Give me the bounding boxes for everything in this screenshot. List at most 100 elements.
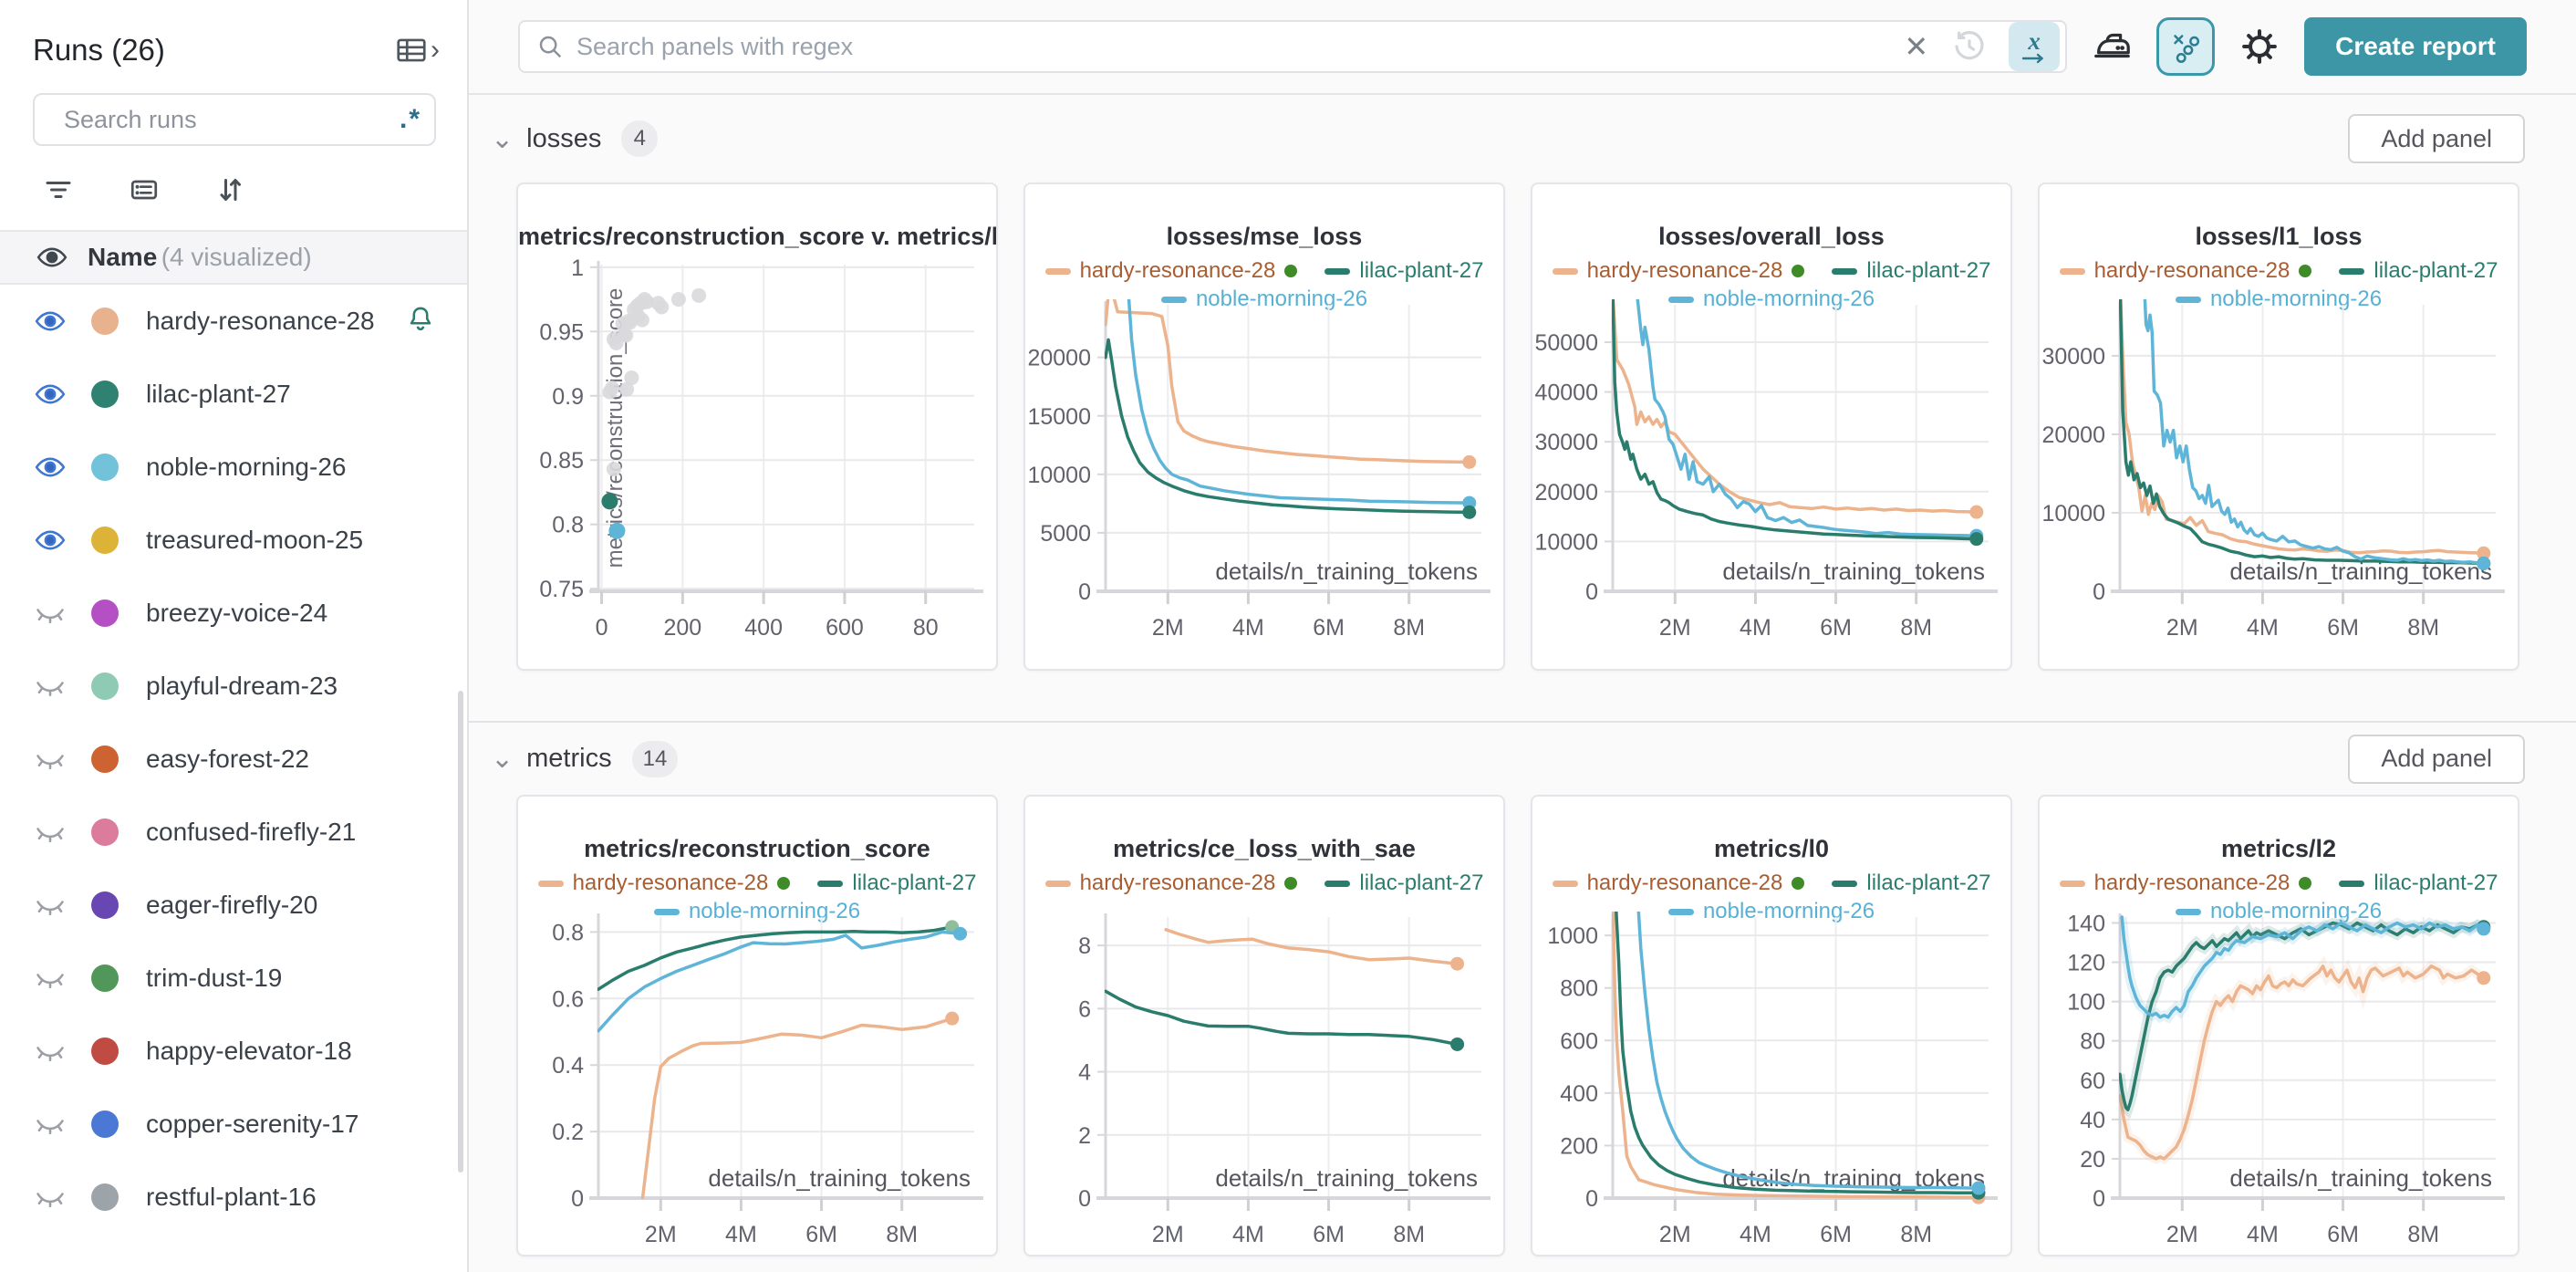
chevron-down-icon[interactable]: ⌄ [491, 123, 514, 154]
chart-plot-area[interactable]: 0 20 40 60 80 100 120 140 2M 4M 6M 8M details/n_trai… [2040, 910, 2518, 1255]
add-panel-button-losses[interactable]: Add panel [2348, 114, 2525, 163]
run-row[interactable]: happy-elevator-18 [0, 1015, 467, 1088]
sidebar-scrollbar-thumb[interactable] [458, 691, 463, 1173]
legend-run-name: hardy-resonance-28 [1586, 258, 1783, 283]
panel-title: losses/mse_loss [1166, 223, 1363, 250]
chevron-down-icon[interactable]: ⌄ [491, 744, 514, 774]
run-row[interactable]: breezy-voice-24 [0, 577, 467, 650]
eye-closed-icon[interactable] [35, 598, 66, 629]
legend-run-name: hardy-resonance-28 [1079, 871, 1276, 895]
chart-plot-area[interactable]: 0 2 4 6 8 2M 4M 6M 8M details/n_training_tokens [1025, 910, 1503, 1255]
svg-text:5000: 5000 [1040, 521, 1091, 547]
legend-run-name: hardy-resonance-28 [1586, 871, 1783, 895]
run-row[interactable]: playful-dream-23 [0, 650, 467, 723]
eye-closed-icon[interactable] [35, 1109, 66, 1140]
smoothing-iron-icon[interactable] [2091, 26, 2133, 68]
legend-item: noble-morning-26 [2175, 287, 2382, 312]
legend-dash-icon [1832, 880, 1858, 887]
svg-text:800: 800 [1560, 976, 1598, 1002]
svg-text:600: 600 [826, 615, 864, 641]
run-color-dot [91, 964, 119, 992]
run-name: treasured-moon-25 [146, 526, 364, 554]
run-row[interactable]: easy-forest-22 [0, 723, 467, 796]
eye-closed-icon[interactable] [35, 963, 66, 994]
legend-item: noble-morning-26 [2175, 899, 2382, 924]
svg-text:200: 200 [663, 615, 701, 641]
run-row[interactable]: copper-serenity-17 [0, 1088, 467, 1161]
runs-table-expand-button[interactable]: › [394, 33, 440, 68]
add-panel-button-metrics[interactable]: Add panel [2348, 734, 2525, 784]
run-state-dot-icon [2299, 265, 2312, 277]
chart-plot-area[interactable]: 0 10000 20000 30000 40000 50000 2M 4M 6M 8M detail… [1532, 297, 2010, 669]
run-row[interactable]: eager-firefly-20 [0, 869, 467, 942]
group-list-icon[interactable] [128, 173, 161, 206]
regex-toggle[interactable]: .* [400, 104, 422, 134]
svg-text:10000: 10000 [1027, 463, 1091, 488]
legend-dash-icon [1044, 267, 1071, 275]
svg-text:200: 200 [1560, 1133, 1598, 1159]
svg-text:0.6: 0.6 [552, 986, 584, 1012]
svg-text:details/n_training_tokens: details/n_training_tokens [1215, 558, 1478, 585]
eye-closed-icon[interactable] [35, 890, 66, 921]
run-row[interactable]: noble-morning-26 [0, 431, 467, 504]
run-state-dot-icon [1792, 265, 1805, 277]
outliers-scatter-button[interactable] [2156, 17, 2216, 76]
clear-search-icon[interactable]: ✕ [1904, 30, 1929, 63]
legend-run-name: lilac-plant-27 [1359, 258, 1484, 283]
eye-open-icon[interactable] [35, 452, 66, 483]
svg-text:0.75: 0.75 [539, 577, 584, 602]
svg-text:2M: 2M [1152, 615, 1184, 641]
run-row[interactable]: trim-dust-19 [0, 942, 467, 1015]
run-row[interactable]: hardy-resonance-28 [0, 285, 467, 358]
legend-item: hardy-resonance-28 [1044, 871, 1298, 896]
svg-text:15000: 15000 [1027, 404, 1091, 430]
chart-plot-area[interactable]: 0 5000 10000 15000 20000 2M 4M 6M 8M details/n_tr… [1025, 297, 1503, 669]
run-name: playful-dream-23 [146, 672, 338, 700]
svg-text:6M: 6M [1313, 1222, 1345, 1247]
run-row[interactable]: confused-firefly-21 [0, 796, 467, 869]
sort-icon[interactable] [213, 173, 246, 206]
run-color-dot [91, 308, 119, 335]
legend-run-name: noble-morning-26 [688, 899, 861, 923]
eye-closed-icon[interactable] [35, 671, 66, 702]
legend-run-name: hardy-resonance-28 [2093, 258, 2290, 283]
panel-legend: hardy-resonance-28 lilac-plant-27 noble-mo… [1025, 258, 1503, 312]
svg-text:6M: 6M [2327, 615, 2359, 641]
svg-text:1: 1 [571, 257, 584, 281]
legend-dash-icon [653, 908, 680, 915]
svg-text:2M: 2M [1659, 615, 1691, 641]
run-row[interactable]: restful-plant-16 [0, 1161, 467, 1234]
create-report-button[interactable]: Create report [2304, 17, 2527, 76]
legend-dash-icon [537, 880, 564, 887]
eye-closed-icon[interactable] [35, 1036, 66, 1067]
bell-icon[interactable] [405, 304, 436, 339]
run-search-input[interactable] [64, 105, 387, 134]
svg-text:40000: 40000 [1534, 381, 1598, 406]
chart-plot-area[interactable]: 0 0.2 0.4 0.6 0.8 2M 4M 6M 8M details/n_training_… [518, 910, 996, 1255]
legend-dash-icon [1832, 267, 1858, 275]
gear-icon[interactable] [2238, 26, 2280, 68]
eye-open-icon[interactable] [35, 379, 66, 410]
panel-legend: hardy-resonance-28 lilac-plant-27 noble-mo… [518, 871, 996, 924]
run-row[interactable]: lilac-plant-27 [0, 358, 467, 431]
legend-run-name: noble-morning-26 [1195, 287, 1368, 311]
eye-open-icon[interactable] [35, 306, 66, 337]
legend-item: hardy-resonance-28 [1044, 258, 1298, 284]
legend-item: noble-morning-26 [653, 899, 861, 924]
panel-title: metrics/reconstruction_score [584, 835, 930, 862]
svg-text:80: 80 [2080, 1029, 2105, 1055]
eye-icon[interactable] [36, 242, 68, 273]
scatter-icon [2174, 35, 2200, 63]
x-axis-settings-button[interactable]: x [2009, 22, 2061, 71]
run-row[interactable]: treasured-moon-25 [0, 504, 467, 577]
eye-open-icon[interactable] [35, 525, 66, 556]
panel-search-input[interactable] [576, 32, 1883, 61]
eye-closed-icon[interactable] [35, 817, 66, 848]
eye-closed-icon[interactable] [35, 744, 66, 775]
history-icon[interactable] [1950, 27, 1989, 66]
eye-closed-icon[interactable] [35, 1182, 66, 1213]
filter-icon[interactable] [42, 173, 75, 206]
